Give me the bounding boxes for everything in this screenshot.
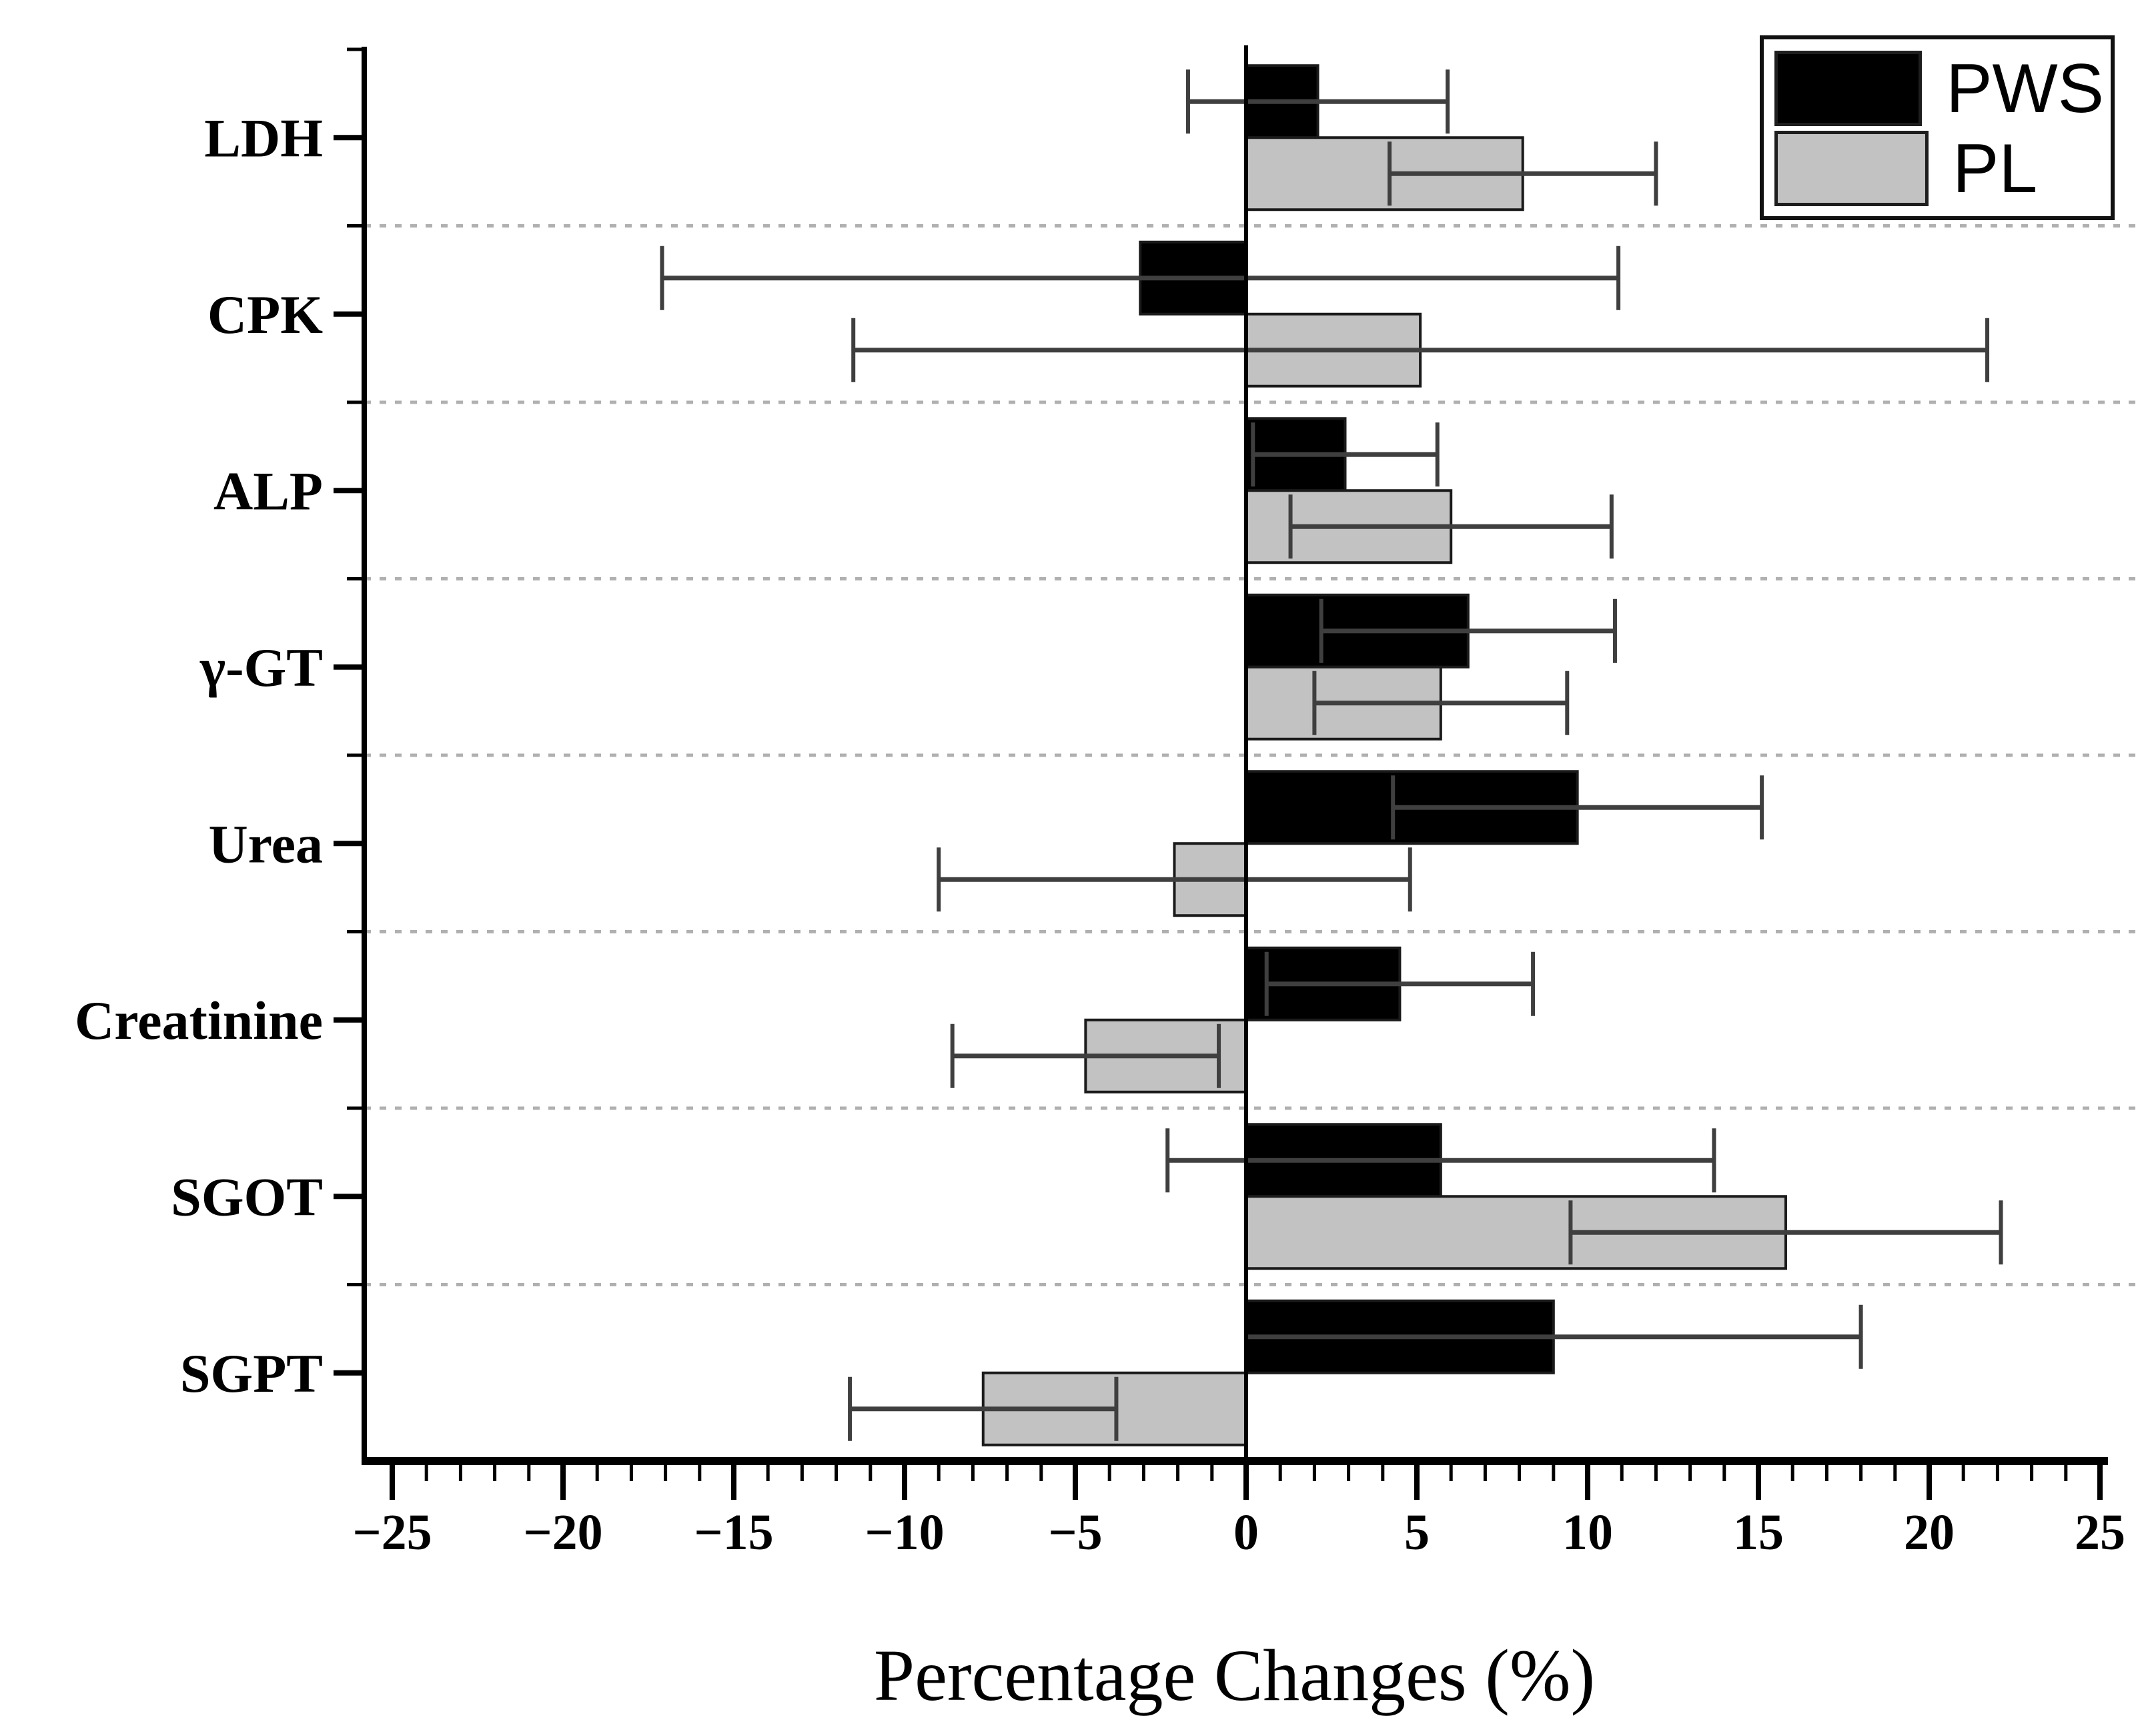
legend-swatch-pws (1774, 51, 1923, 126)
x-tick-label--5: −5 (1048, 1504, 1102, 1561)
category-label-gt: γ-GT (199, 637, 323, 698)
category-label-urea: Urea (208, 813, 323, 874)
x-tick-label--25: −25 (352, 1504, 432, 1561)
category-label-cpk: CPK (207, 284, 323, 345)
x-tick-label--20: −20 (523, 1504, 602, 1561)
category-label-alp: ALP (213, 460, 323, 521)
legend-label-pws: PWS (1946, 49, 2104, 127)
x-axis-title: Percentage Changes (%) (873, 1635, 1596, 1716)
x-tick-label-5: 5 (1404, 1504, 1430, 1561)
legend-label-pl: PL (1953, 129, 2038, 207)
category-label-ldh: LDH (204, 107, 323, 168)
x-tick-label-20: 20 (1904, 1504, 1955, 1561)
x-tick-label-25: 25 (2075, 1504, 2125, 1561)
legend-item-pws: PWS (1774, 51, 2104, 126)
x-tick-label--15: −15 (694, 1504, 773, 1561)
x-tick-label-10: 10 (1562, 1504, 1613, 1561)
category-label-creatinine: Creatinine (75, 990, 323, 1051)
legend: PWS PL (1760, 35, 2115, 220)
category-label-sgpt: SGPT (180, 1343, 323, 1404)
x-tick-label-0: 0 (1233, 1504, 1259, 1561)
category-label-sgot: SGOT (171, 1166, 323, 1227)
legend-swatch-pl (1774, 131, 1929, 206)
x-tick-label--10: −10 (865, 1504, 944, 1561)
x-tick-label-15: 15 (1733, 1504, 1784, 1561)
legend-item-pl: PL (1774, 131, 2104, 206)
